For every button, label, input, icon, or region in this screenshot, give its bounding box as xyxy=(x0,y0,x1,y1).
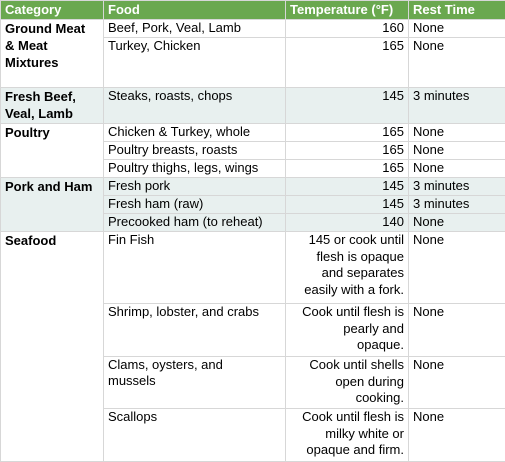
temperature-cell: 145 xyxy=(286,178,409,196)
food-line: Scallops xyxy=(108,409,281,425)
header-category: Category xyxy=(1,1,104,20)
category-line: Pork and Ham xyxy=(5,178,99,195)
category-line: & Meat xyxy=(5,37,99,54)
food-line: Shrimp, lobster, and crabs xyxy=(108,304,281,320)
rest-time-cell: None xyxy=(409,38,505,88)
rest-time-cell: None xyxy=(409,357,505,409)
temperature-line: open during xyxy=(290,374,404,391)
temperature-line: opaque and firm. xyxy=(290,442,404,459)
category-line: Seafood xyxy=(5,232,99,249)
temperature-cell: 160 xyxy=(286,20,409,38)
rest-time-cell: None xyxy=(409,409,505,462)
temperature-line: cooking. xyxy=(290,390,404,407)
rest-time-cell: None xyxy=(409,142,505,160)
food-cell: Shrimp, lobster, and crabs xyxy=(104,304,286,357)
category-line: Veal, Lamb xyxy=(5,105,99,122)
rest-time-cell: None xyxy=(409,214,505,232)
temperature-cell: 145 xyxy=(286,88,409,124)
table-row: Seafood Fin Fish 145 or cook until flesh… xyxy=(1,232,505,304)
rest-time-cell: None xyxy=(409,232,505,304)
rest-time-cell: None xyxy=(409,304,505,357)
category-line: Poultry xyxy=(5,124,99,141)
food-cell: Beef, Pork, Veal, Lamb xyxy=(104,20,286,38)
food-cell: Scallops xyxy=(104,409,286,462)
category-cell: Ground Meat & Meat Mixtures xyxy=(1,20,104,88)
temperature-cell: 165 xyxy=(286,124,409,142)
temperature-cell: Cook until flesh is milky white or opaqu… xyxy=(286,409,409,462)
temperature-cell: 165 xyxy=(286,142,409,160)
food-cell: Clams, oysters, and mussels xyxy=(104,357,286,409)
temperature-line: milky white or xyxy=(290,426,404,443)
table-row: Poultry Chicken & Turkey, whole 165 None xyxy=(1,124,505,142)
temperature-line: easily with a fork. xyxy=(290,282,404,299)
food-cell: Fresh ham (raw) xyxy=(104,196,286,214)
food-line: Fin Fish xyxy=(108,232,281,248)
header-rest-time: Rest Time xyxy=(409,1,505,20)
category-cell: Poultry xyxy=(1,124,104,178)
food-cell: Steaks, roasts, chops xyxy=(104,88,286,124)
temperature-cell: Cook until shells open during cooking. xyxy=(286,357,409,409)
header-food: Food xyxy=(104,1,286,20)
category-cell: Seafood xyxy=(1,232,104,462)
food-cell: Turkey, Chicken xyxy=(104,38,286,88)
temperature-line: and separates xyxy=(290,265,404,282)
temperature-line: opaque. xyxy=(290,337,404,354)
rest-time-cell: 3 minutes xyxy=(409,196,505,214)
temperature-line: flesh is opaque xyxy=(290,249,404,266)
category-cell: Fresh Beef, Veal, Lamb xyxy=(1,88,104,124)
table-row: Fresh Beef, Veal, Lamb Steaks, roasts, c… xyxy=(1,88,505,124)
table-row: Pork and Ham Fresh pork 145 3 minutes xyxy=(1,178,505,196)
temperature-line: pearly and xyxy=(290,321,404,338)
table-row: Ground Meat & Meat Mixtures Beef, Pork, … xyxy=(1,20,505,38)
header-temperature: Temperature (°F) xyxy=(286,1,409,20)
header-row: Category Food Temperature (°F) Rest Time xyxy=(1,1,505,20)
food-cell: Poultry thighs, legs, wings xyxy=(104,160,286,178)
temperature-cell: Cook until flesh is pearly and opaque. xyxy=(286,304,409,357)
food-cell: Poultry breasts, roasts xyxy=(104,142,286,160)
rest-time-cell: None xyxy=(409,160,505,178)
category-line: Ground Meat xyxy=(5,20,99,37)
temperature-line: Cook until flesh is xyxy=(290,409,404,426)
temperature-cell: 165 xyxy=(286,38,409,88)
rest-time-cell: 3 minutes xyxy=(409,178,505,196)
food-cell: Precooked ham (to reheat) xyxy=(104,214,286,232)
rest-time-cell: None xyxy=(409,124,505,142)
category-cell: Pork and Ham xyxy=(1,178,104,232)
temperature-cell: 145 xyxy=(286,196,409,214)
food-cell: Chicken & Turkey, whole xyxy=(104,124,286,142)
temperature-line: 145 or cook until xyxy=(290,232,404,249)
rest-time-cell: None xyxy=(409,20,505,38)
food-cell: Fin Fish xyxy=(104,232,286,304)
rest-time-cell: 3 minutes xyxy=(409,88,505,124)
food-line: Clams, oysters, and xyxy=(108,357,281,373)
temperature-cell: 165 xyxy=(286,160,409,178)
category-line: Mixtures xyxy=(5,54,99,71)
food-cell: Fresh pork xyxy=(104,178,286,196)
temperature-line: Cook until flesh is xyxy=(290,304,404,321)
temperature-cell: 140 xyxy=(286,214,409,232)
temperature-line: Cook until shells xyxy=(290,357,404,374)
food-line: mussels xyxy=(108,373,281,389)
temperature-cell: 145 or cook until flesh is opaque and se… xyxy=(286,232,409,304)
category-line: Fresh Beef, xyxy=(5,88,99,105)
